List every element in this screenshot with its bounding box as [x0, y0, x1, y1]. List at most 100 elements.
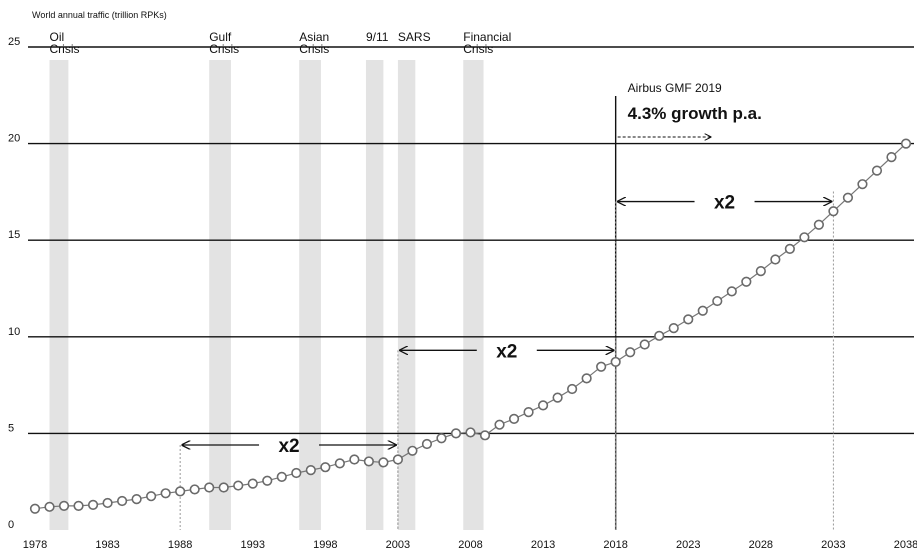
y-tick-label: 15: [8, 229, 20, 241]
data-point: [87, 499, 99, 510]
crisis-band: [463, 60, 484, 530]
data-point: [799, 232, 810, 243]
data-point: [900, 138, 912, 149]
forecast-growth: 4.3% growth p.a.: [628, 104, 762, 123]
data-point: [610, 356, 621, 368]
data-point: [465, 427, 476, 438]
x-tick-label: 1988: [168, 539, 192, 551]
data-point: [523, 407, 534, 418]
crisis-band: [397, 60, 416, 530]
data-point: [73, 500, 84, 511]
crisis-label: 9/11: [366, 30, 389, 44]
data-point: [537, 400, 549, 411]
data-point: [450, 428, 462, 439]
data-point: [726, 286, 737, 297]
x-tick-label: 2038: [894, 539, 917, 551]
data-point: [189, 484, 200, 495]
data-point: [596, 361, 607, 372]
x-tick-label: 2033: [821, 539, 845, 551]
y-tick-label: 0: [8, 519, 14, 531]
data-point: [857, 179, 868, 190]
data-point: [683, 314, 694, 325]
x-tick-label: 1983: [95, 539, 119, 551]
data-point: [218, 482, 229, 493]
data-point: [378, 457, 389, 468]
crisis-band: [209, 60, 231, 530]
data-point: [581, 373, 592, 384]
data-point: [247, 478, 258, 489]
data-point: [784, 243, 795, 254]
data-point: [407, 445, 418, 456]
data-point: [44, 501, 55, 512]
data-point: [131, 493, 142, 505]
data-point: [828, 206, 839, 217]
data-point: [262, 475, 273, 486]
data-point: [886, 152, 897, 163]
x-tick-label: 1998: [313, 539, 337, 551]
y-axis: 0 5 10 15 20 25: [8, 36, 20, 531]
x-tick-label: 2018: [603, 539, 627, 551]
crisis-band: [299, 60, 321, 530]
x-tick-label: 2028: [749, 539, 773, 551]
data-point: [363, 456, 374, 467]
data-point: [102, 497, 113, 509]
data-point: [871, 165, 883, 176]
data-point: [29, 503, 41, 514]
data-point: [770, 254, 781, 265]
data-point: [842, 192, 854, 203]
data-point: [639, 339, 650, 350]
data-point: [479, 430, 491, 441]
data-point: [233, 480, 244, 491]
crisis-label: Gulf Crisis: [209, 30, 239, 56]
crisis-band: [49, 60, 69, 530]
doubling-label: x2: [496, 341, 517, 362]
crisis-band: [365, 60, 384, 530]
crisis-bands: Oil Crisis Gulf Crisis Asian Crisis 9/11 SARS Fi…: [49, 30, 511, 530]
doubling-label: x2: [278, 436, 299, 457]
data-point: [291, 467, 302, 479]
doubling-label: x2: [714, 193, 735, 214]
x-tick-label: 2003: [386, 539, 410, 551]
data-point: [146, 491, 157, 502]
data-point: [741, 276, 752, 287]
data-point: [421, 438, 433, 450]
series-points: [29, 138, 912, 514]
data-point: [567, 383, 578, 395]
data-point: [334, 458, 345, 469]
y-tick-label: 10: [8, 326, 20, 338]
data-point: [160, 488, 171, 499]
data-point: [654, 330, 665, 341]
x-tick-label: 2023: [676, 539, 700, 551]
x-tick-label: 1978: [23, 539, 47, 551]
data-point: [755, 266, 766, 277]
x-tick-label: 2013: [531, 539, 555, 551]
x-tick-label: 2008: [458, 539, 482, 551]
crisis-label: Financial Crisis: [463, 30, 511, 56]
data-point: [494, 419, 505, 430]
crisis-label: Asian Crisis: [299, 30, 329, 56]
y-tick-label: 20: [8, 133, 20, 145]
data-point: [204, 482, 215, 493]
data-point: [813, 219, 825, 230]
data-point: [508, 413, 520, 425]
x-tick-label: 1993: [241, 539, 265, 551]
data-point: [276, 471, 287, 482]
data-point: [668, 323, 679, 334]
data-point: [175, 486, 186, 497]
data-point: [58, 500, 70, 511]
data-point: [320, 462, 331, 473]
data-point: [305, 465, 316, 476]
data-point: [712, 295, 723, 307]
data-point: [349, 454, 360, 465]
annotations: Airbus GMF 2019 4.3% growth p.a. x2 x2 x2: [179, 81, 834, 530]
chart-title: World annual traffic (trillion RPKs): [32, 10, 167, 20]
crisis-label: Oil Crisis: [50, 30, 80, 56]
data-point: [116, 495, 128, 507]
y-tick-label: 25: [8, 36, 20, 48]
x-axis: 1978 1983 1988 1993 1998 2003 2008 2013 2018 2023…: [23, 539, 917, 551]
data-point: [436, 433, 447, 444]
data-point: [625, 347, 636, 358]
data-point: [552, 392, 563, 403]
data-point: [697, 305, 708, 316]
